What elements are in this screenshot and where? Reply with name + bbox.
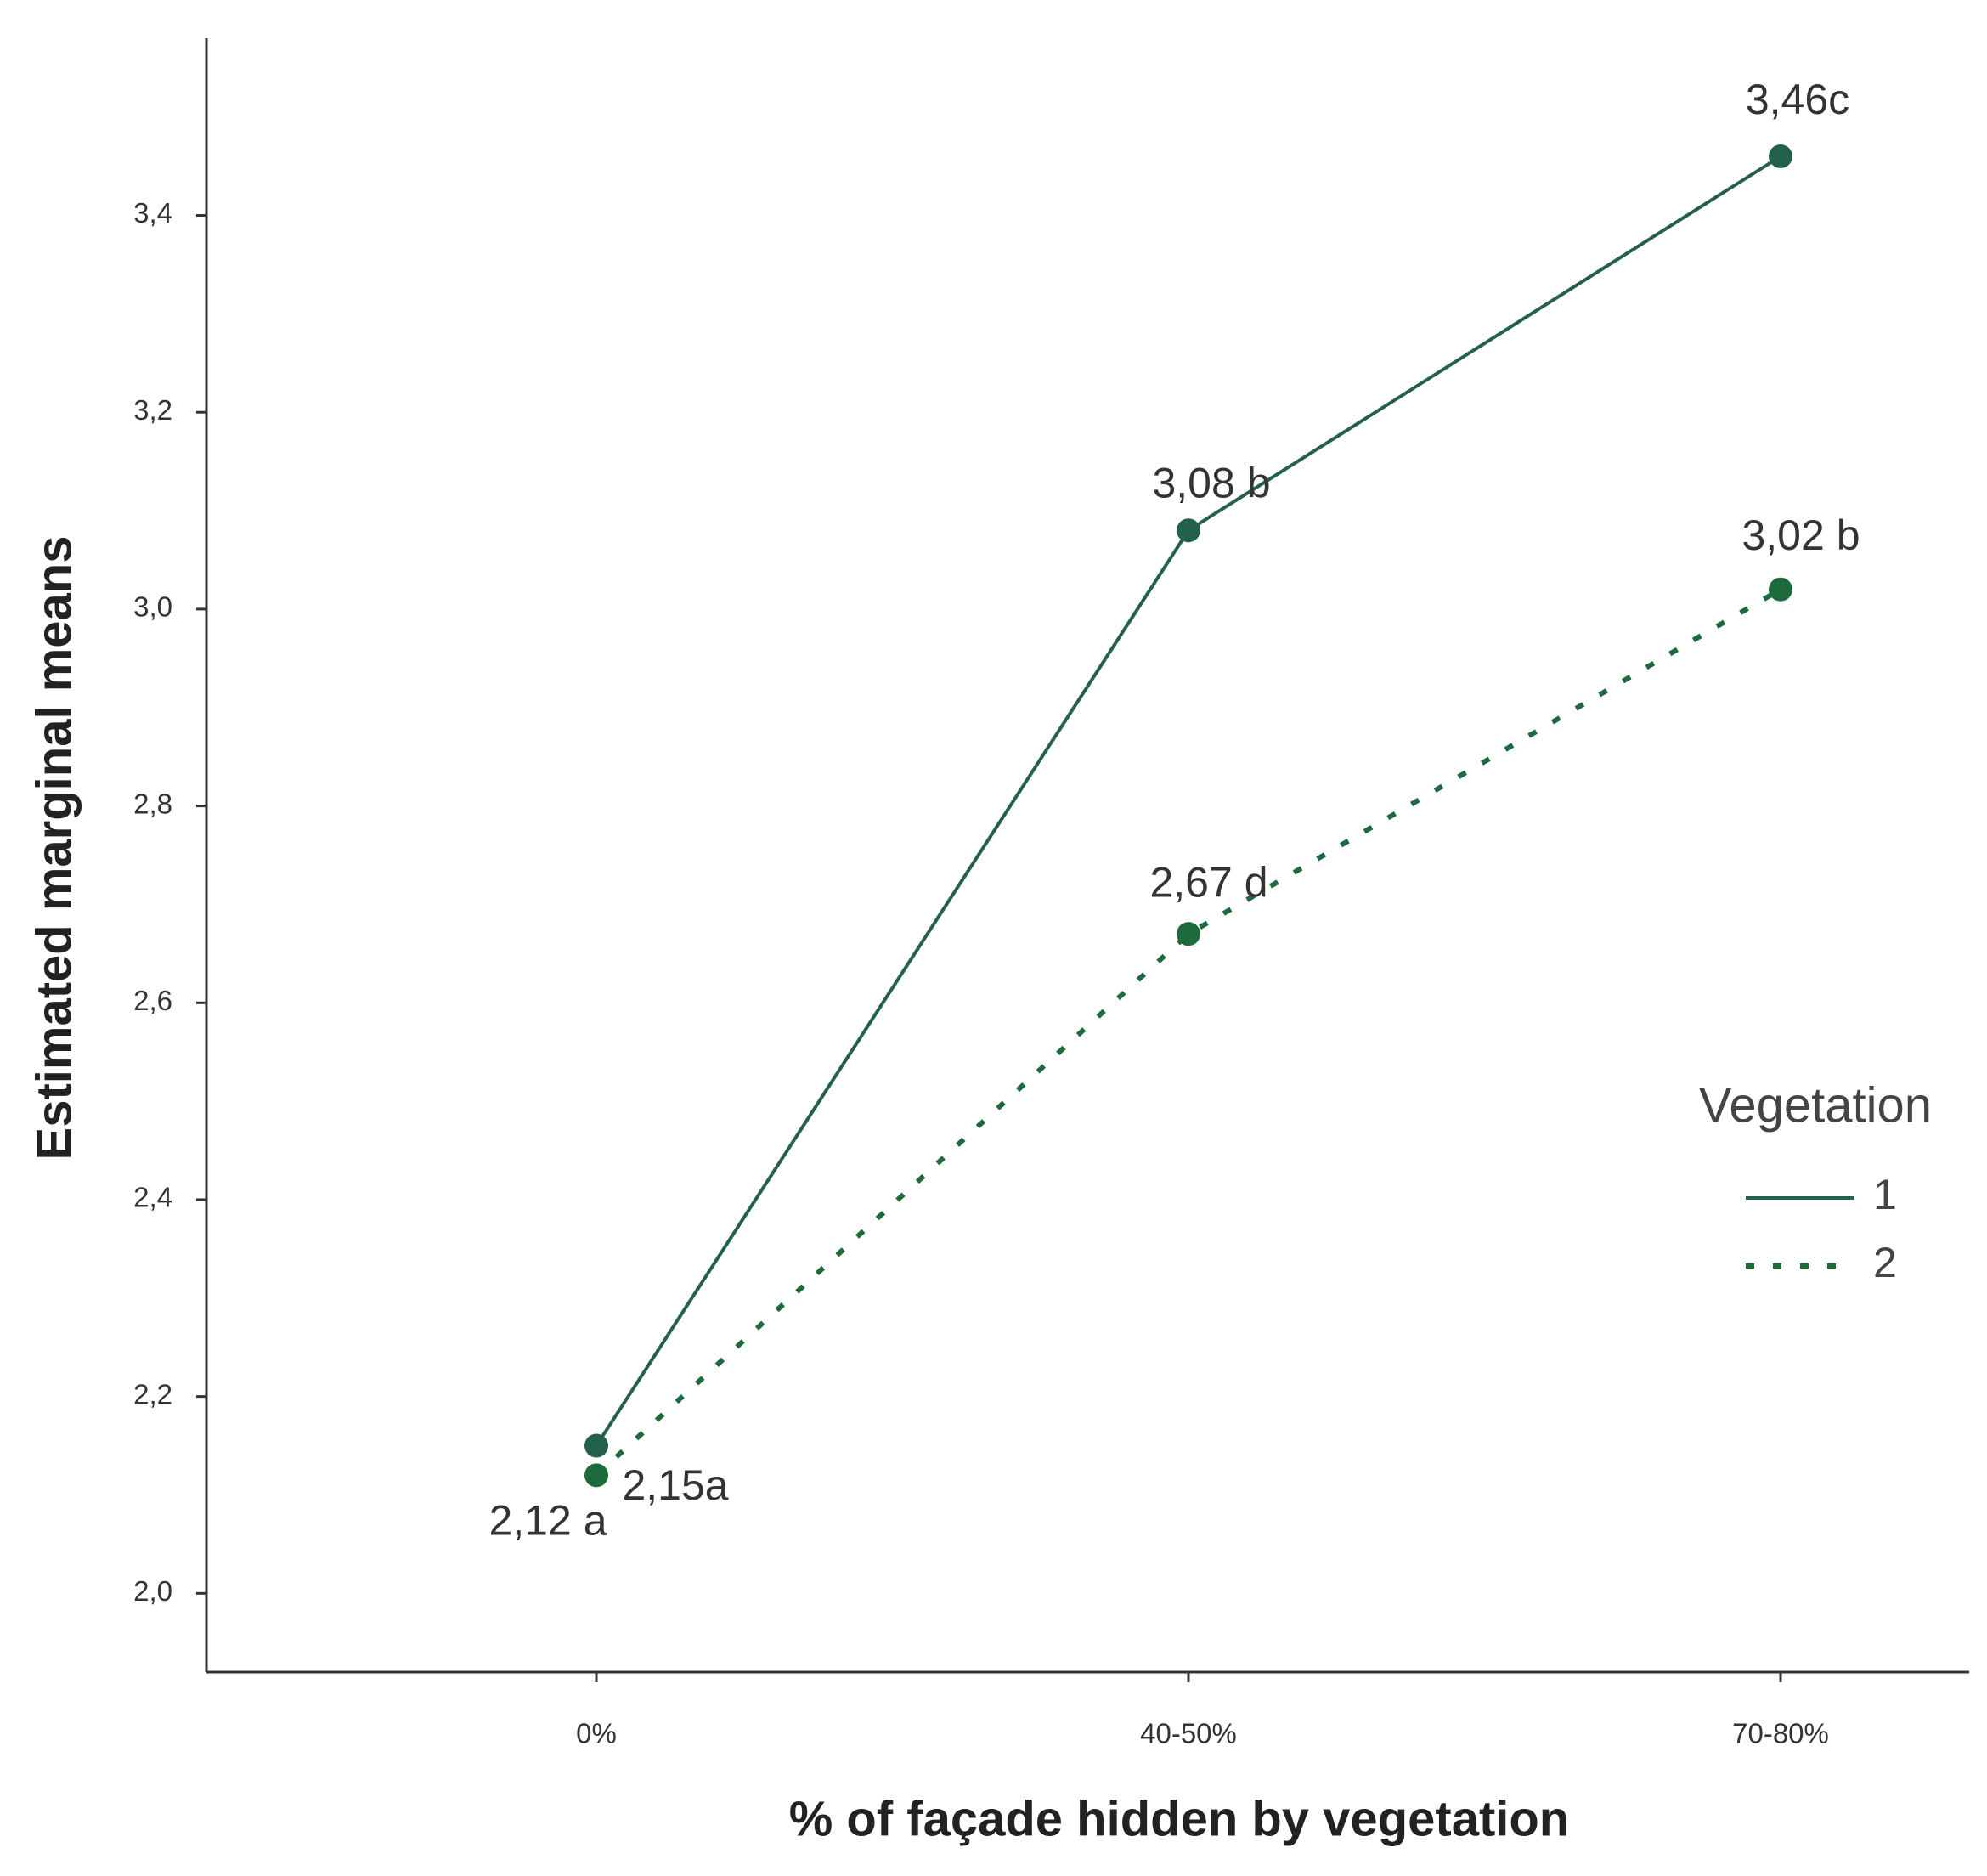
point [584, 1463, 608, 1488]
y-tick-label: 2,6 [133, 985, 172, 1016]
y-tick-label: 2,4 [133, 1182, 172, 1213]
value-label: 3,08 b [1152, 459, 1270, 506]
value-label: 3,46c [1746, 76, 1849, 123]
x-tick-label: 40-50% [1140, 1718, 1237, 1749]
y-tick-label: 3,4 [133, 197, 172, 229]
y-tick-label: 2,0 [133, 1575, 172, 1607]
y-axis-title: Estimated marginal means [26, 536, 82, 1161]
series-line [594, 587, 1782, 1478]
point [1177, 518, 1200, 543]
value-label: 2,12 a [488, 1497, 607, 1545]
y-tick-label: 2,8 [133, 788, 172, 819]
point [1769, 577, 1792, 602]
y-tick-label: 3,2 [133, 394, 172, 426]
legend-label: 1 [1873, 1171, 1897, 1218]
point [584, 1433, 608, 1458]
y-tick-label: 3,0 [133, 591, 172, 623]
point [1769, 144, 1792, 169]
x-axis-title: % of façade hidden by vegetation [789, 1791, 1569, 1846]
value-label: 2,67 d [1149, 858, 1267, 906]
y-tick-label: 2,2 [133, 1378, 172, 1410]
value-label: 2,15a [622, 1461, 728, 1509]
value-label: 3,02 b [1741, 511, 1860, 559]
point [1177, 922, 1200, 946]
legend-label: 2 [1873, 1239, 1897, 1286]
legend-title: Vegetation [1699, 1077, 1932, 1133]
x-tick-label: 0% [576, 1718, 617, 1749]
x-tick-label: 70-80% [1732, 1718, 1829, 1749]
